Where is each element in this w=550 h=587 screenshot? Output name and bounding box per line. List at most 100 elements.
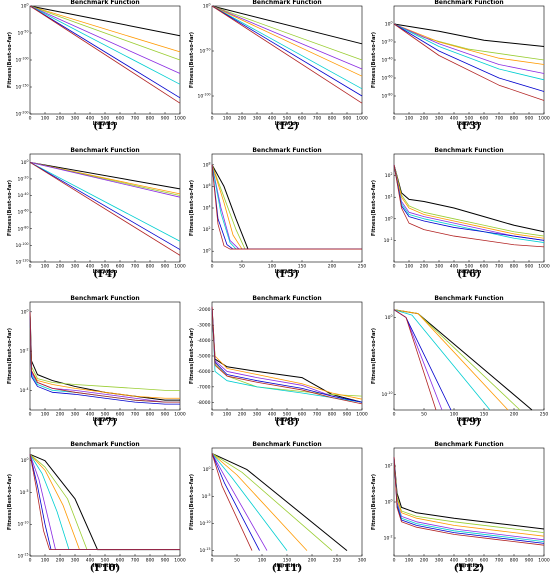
y-tick-label: -3000 <box>197 323 210 329</box>
x-tick-label: 700 <box>495 558 504 564</box>
x-tick-label: 150 <box>480 412 489 418</box>
y-tick-label: 100 <box>385 314 393 321</box>
x-tick-label: 700 <box>131 412 140 418</box>
x-tick-label: 0 <box>393 412 396 418</box>
x-tick-label: 0 <box>393 264 396 270</box>
x-tick-label: 500 <box>101 264 110 270</box>
chart-panel-7: Benchmark Function 0 100 200 300 400 500 600 700… <box>7 295 186 440</box>
x-tick-label: 200 <box>56 558 65 564</box>
series-line-5 <box>29 161 181 242</box>
series-line-7 <box>211 453 253 551</box>
y-tick-label: 10-5 <box>202 493 211 500</box>
y-tick-label: -6000 <box>197 369 210 375</box>
x-tick-label: 600 <box>480 264 489 270</box>
chart-caption: (F10) <box>89 563 121 574</box>
x-tick-label: 900 <box>525 558 534 564</box>
plot-area <box>29 5 181 115</box>
y-tick-label: -7000 <box>197 384 210 390</box>
x-tick-label: 500 <box>101 116 110 122</box>
x-tick-label: 200 <box>238 116 247 122</box>
chart-caption: (F12) <box>453 563 485 574</box>
series-line-7 <box>29 454 180 551</box>
series-line-1 <box>211 452 348 551</box>
y-tick-label: 100 <box>385 215 393 222</box>
chart-title: Benchmark Function <box>252 441 321 448</box>
x-tick-label: 700 <box>495 116 504 122</box>
x-tick-label: 1000 <box>174 264 186 270</box>
x-tick-label: 600 <box>480 558 489 564</box>
chart-caption: (F5) <box>275 269 299 280</box>
x-axis-label: Iteration <box>275 417 300 423</box>
x-tick-label: 150 <box>298 264 307 270</box>
x-tick-label: 300 <box>253 116 262 122</box>
series-line-2 <box>29 311 180 391</box>
plot-area <box>29 447 181 557</box>
x-tick-label: 600 <box>298 116 307 122</box>
x-tick-label: 400 <box>450 558 459 564</box>
x-axis-label: Iteration <box>275 269 300 275</box>
y-tick-label: -8000 <box>197 400 210 406</box>
x-axis-label: Iteration <box>457 417 482 423</box>
x-tick-label: 800 <box>146 116 155 122</box>
series-line-7 <box>393 164 545 248</box>
y-tick-label: 100 <box>203 466 211 473</box>
x-tick-label: 900 <box>161 412 170 418</box>
series-line-6 <box>211 5 363 97</box>
series-line-5 <box>211 5 363 90</box>
x-tick-label: 0 <box>29 558 32 564</box>
x-tick-label: 200 <box>328 264 337 270</box>
chart-title: Benchmark Function <box>70 441 139 448</box>
x-tick-label: 250 <box>358 264 367 270</box>
x-axis-label: Iteration <box>93 269 118 275</box>
y-tick-label: 10-40 <box>18 192 29 199</box>
x-tick-label: 0 <box>393 558 396 564</box>
x-axis-label: Iteration <box>457 563 482 569</box>
y-tick-label: 100 <box>203 248 211 255</box>
x-tick-label: 400 <box>450 116 459 122</box>
x-tick-label: 800 <box>146 264 155 270</box>
y-tick-label: 10-10 <box>200 520 211 527</box>
x-tick-label: 0 <box>211 558 214 564</box>
x-tick-label: 100 <box>258 558 267 564</box>
chart-title: Benchmark Function <box>434 147 503 154</box>
x-axis-label: Iteration <box>275 563 300 569</box>
chart-caption: (F4) <box>93 269 117 280</box>
x-axis-label: Iteration <box>275 121 300 127</box>
plot-area <box>211 153 363 263</box>
x-tick-label: 200 <box>308 558 317 564</box>
x-tick-label: 500 <box>283 116 292 122</box>
series-line-7 <box>29 161 181 256</box>
chart-title: Benchmark Function <box>434 0 503 6</box>
y-tick-label: 108 <box>203 161 211 168</box>
x-tick-label: 800 <box>510 264 519 270</box>
x-tick-label: 100 <box>450 412 459 418</box>
series-line-3 <box>393 164 545 239</box>
chart-panel-9: Benchmark Function 0 50 100 150 200 250 100 10-1… <box>371 295 548 440</box>
series-line-6 <box>393 23 545 92</box>
x-axis-label: Iteration <box>93 121 118 127</box>
y-tick-label: 10-60 <box>382 75 393 82</box>
series-line-3 <box>393 23 545 65</box>
x-tick-label: 500 <box>465 558 474 564</box>
chart-title: Benchmark Function <box>70 295 139 302</box>
x-tick-label: 1000 <box>538 264 550 270</box>
x-tick-label: 800 <box>510 116 519 122</box>
y-tick-label: 10-100 <box>16 242 29 249</box>
x-tick-label: 100 <box>405 264 414 270</box>
x-tick-label: 900 <box>525 116 534 122</box>
series-line-4 <box>29 311 180 403</box>
chart-title: Benchmark Function <box>252 295 321 302</box>
plot-area <box>29 153 181 263</box>
x-tick-label: 900 <box>161 116 170 122</box>
y-tick-label: 10-80 <box>18 225 29 232</box>
x-tick-label: 400 <box>86 558 95 564</box>
x-tick-label: 200 <box>56 116 65 122</box>
chart-title: Benchmark Function <box>434 295 503 302</box>
series-line-7 <box>29 311 180 403</box>
x-tick-label: 900 <box>343 116 352 122</box>
series-line-7 <box>393 23 545 101</box>
chart-svg: Benchmark Function 0 100 200 300 400 500 600 700… <box>7 295 186 423</box>
x-tick-label: 0 <box>211 264 214 270</box>
x-tick-label: 0 <box>29 264 32 270</box>
x-tick-label: 400 <box>268 116 277 122</box>
